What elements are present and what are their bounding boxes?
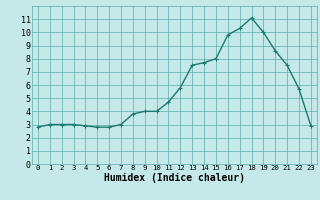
X-axis label: Humidex (Indice chaleur): Humidex (Indice chaleur) [104,173,245,183]
